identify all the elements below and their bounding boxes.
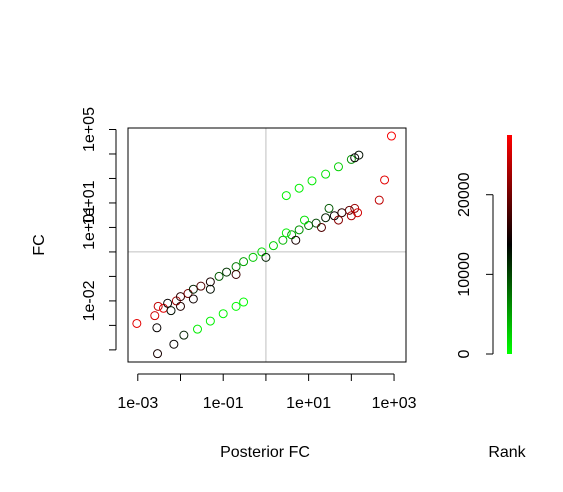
point [333, 162, 343, 172]
point [239, 257, 249, 267]
point [287, 230, 297, 240]
colorbar-tick-label: 10000 [456, 252, 473, 297]
point [231, 301, 241, 311]
point [132, 318, 142, 328]
colorbar-tick-label: 0 [456, 349, 473, 358]
point [205, 316, 215, 326]
point [179, 330, 189, 340]
point [196, 281, 206, 291]
point [188, 294, 198, 304]
point [344, 205, 354, 215]
point [261, 252, 271, 262]
plot-frame [127, 127, 407, 363]
y-tick-label: 1e-02 [81, 280, 98, 321]
point [337, 208, 347, 218]
y-axis-label: FC [31, 234, 48, 255]
point [183, 289, 193, 299]
x-tick-label: 1e+01 [286, 395, 331, 412]
point [268, 241, 278, 251]
point [248, 252, 258, 262]
point [231, 269, 241, 279]
point [152, 323, 162, 333]
y-tick-label: 1e+01 [81, 205, 98, 250]
point [175, 292, 185, 302]
point [166, 306, 176, 316]
y-tick-label: 1e+01 [81, 180, 98, 225]
point [316, 222, 326, 232]
point [175, 301, 185, 311]
point [231, 262, 241, 272]
colorbar [507, 135, 512, 354]
point [169, 339, 179, 349]
point [346, 211, 356, 221]
point [278, 235, 288, 245]
colorbar-tick-label: 20000 [456, 172, 473, 217]
point [374, 195, 384, 205]
point [333, 215, 343, 225]
point [205, 284, 215, 294]
point [222, 267, 232, 277]
point [239, 297, 249, 307]
point [324, 203, 334, 213]
point [153, 301, 163, 311]
x-tick-label: 1e-01 [203, 395, 244, 412]
x-axis-label: Posterior FC [220, 444, 310, 461]
point [304, 221, 314, 231]
point [159, 303, 169, 313]
point [163, 298, 173, 308]
point [218, 309, 228, 319]
y-tick-label: 1e+05 [81, 107, 98, 152]
point [281, 228, 291, 238]
point [350, 153, 360, 163]
point [307, 176, 317, 186]
point [281, 191, 291, 201]
point [214, 271, 224, 281]
point [291, 235, 301, 245]
x-tick-label: 1e-03 [117, 395, 158, 412]
point [294, 225, 304, 235]
point [188, 284, 198, 294]
point [299, 215, 309, 225]
colorbar-label: Rank [488, 444, 526, 461]
point [294, 183, 304, 193]
point [192, 324, 202, 334]
point [205, 277, 215, 287]
point [321, 169, 331, 179]
point [150, 311, 160, 321]
x-tick-label: 1e+03 [372, 395, 417, 412]
point [311, 218, 321, 228]
point [153, 349, 163, 359]
point [386, 131, 396, 141]
point [380, 175, 390, 185]
point [321, 213, 331, 223]
